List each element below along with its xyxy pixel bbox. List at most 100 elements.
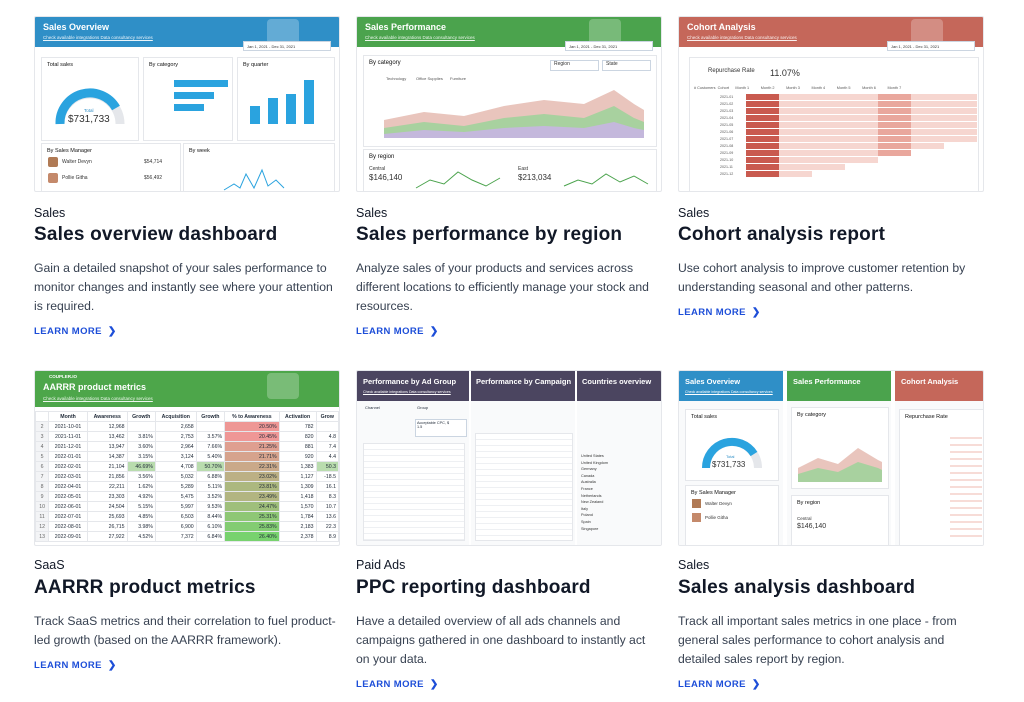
heatmap-cell <box>878 164 911 170</box>
sa-panel-overview: Sales Overview Check available integrati… <box>679 371 783 545</box>
template-card-sales-overview[interactable]: Sales Overview Check available integrati… <box>34 16 340 337</box>
table-cell: 13,462 <box>86 431 128 442</box>
template-card-sales-performance[interactable]: Sales Performance Check available integr… <box>356 16 662 337</box>
template-card-sales-analysis[interactable]: Sales Overview Check available integrati… <box>678 370 984 690</box>
sa-panel-cohort: Cohort Analysis Repurchase Rate <box>895 371 983 545</box>
table-cell: 1,418 <box>278 491 317 502</box>
card-description: Track SaaS metrics and their correlation… <box>34 614 336 647</box>
table-row: 4 2021-12-01 13,947 3.60% 2,964 7.66% 21.25% 88… <box>35 441 339 452</box>
thumbnail-sales-analysis[interactable]: Sales Overview Check available integrati… <box>678 370 984 546</box>
weekly-line-chart <box>223 168 285 191</box>
table-cell: -18.5 <box>315 471 339 482</box>
date-range-selector: Jan 1, 2021 - Dec 31, 2021 <box>565 41 653 51</box>
heatmap-cell <box>746 108 779 114</box>
heatmap-cell <box>911 143 944 149</box>
heatmap-cell <box>779 115 812 121</box>
table-cell: 2022-05-01 <box>48 491 88 502</box>
table-cell: 2022-06-01 <box>48 501 88 512</box>
table-header: Month Awareness Growth Acquisition Growth% t… <box>35 411 339 422</box>
table-row: 9 2022-05-01 23,303 4.92% 5,475 3.52% 23.49% 1,… <box>35 491 339 502</box>
chevron-right-icon: ❯ <box>429 326 439 337</box>
thumb-links: Check available integrations Data consul… <box>43 35 153 40</box>
heatmap-cell <box>812 157 845 163</box>
template-card-ppc[interactable]: Performance by Ad Group Check available … <box>356 370 662 690</box>
avatar <box>692 499 701 508</box>
cohort-heatmap: 2021-01 2021-02 2021-03 2021-04 2021-05 2021-… <box>694 94 977 178</box>
heatmap-cell <box>878 136 911 142</box>
cohort-label: 2021-04 <box>720 116 734 120</box>
heatmap-cell <box>878 108 911 114</box>
table-cell: 3.60% <box>126 441 156 452</box>
table-cell: 26.40% <box>224 531 280 542</box>
table-row: 3 2021-11-01 13,462 3.81% 2,753 3.57% 20.45% 82… <box>35 431 339 442</box>
heatmap-cell <box>779 150 812 156</box>
heatmap-cell <box>845 115 878 121</box>
card-title[interactable]: Sales overview dashboard <box>34 224 278 245</box>
table-cell: 4.8 <box>315 431 339 442</box>
column-header: Acquisition <box>154 411 197 422</box>
table-cell: 2022-08-01 <box>48 521 88 532</box>
table-cell: 881 <box>278 441 317 452</box>
cohort-row: 2021-06 <box>694 129 977 136</box>
thumbnail-aarrr[interactable]: COUPLER.IO AARRR product metrics Check a… <box>34 370 340 546</box>
learn-more-link[interactable]: LEARN MORE ❯ <box>678 679 761 690</box>
heatmap-cell <box>812 101 845 107</box>
heatmap-cell <box>845 157 878 163</box>
card-title[interactable]: AARRR product metrics <box>34 577 256 598</box>
table-cell: 5 <box>35 451 50 462</box>
learn-more-link[interactable]: LEARN MORE ❯ <box>34 660 117 671</box>
card-category: Sales <box>678 558 710 572</box>
learn-more-link[interactable]: LEARN MORE ❯ <box>34 326 117 337</box>
heatmap-cell <box>878 101 911 107</box>
table-cell: 3.98% <box>126 521 156 532</box>
thumbnail-sales-overview[interactable]: Sales Overview Check available integrati… <box>34 16 340 192</box>
table-cell: 3 <box>35 431 50 442</box>
card-title[interactable]: PPC reporting dashboard <box>356 577 591 598</box>
heatmap-cell <box>944 115 977 121</box>
card-description: Analyze sales of your products and servi… <box>356 261 649 313</box>
table-cell: 5.15% <box>126 501 156 512</box>
cohort-row: 2021-01 <box>694 94 977 101</box>
thumbnail-ppc[interactable]: Performance by Ad Group Check available … <box>356 370 662 546</box>
heatmap-cell <box>944 129 977 135</box>
table-cell: 21.71% <box>224 451 280 462</box>
table-cell: 50.3 <box>315 461 339 472</box>
gauge-chart <box>55 88 125 125</box>
heatmap-cell <box>779 129 812 135</box>
table-cell: 25.31% <box>224 511 280 522</box>
list-item: Italy <box>581 506 588 511</box>
table-cell: 4.85% <box>126 511 156 522</box>
panel-by-category: By category <box>143 57 233 141</box>
heatmap-cell <box>845 94 878 100</box>
list-item: Australia <box>581 480 596 485</box>
table-cell: 21.25% <box>224 441 280 452</box>
heatmap-cell <box>878 122 911 128</box>
table-cell: 1,309 <box>278 481 317 492</box>
table-cell: 24,504 <box>86 501 128 512</box>
thumbnail-cohort-analysis[interactable]: Cohort Analysis Check available integrat… <box>678 16 984 192</box>
panel-by-sales-manager: By Sales Manager Walter Devyn $54,714 Po… <box>41 143 181 191</box>
cohort-label: 2021-10 <box>720 158 734 162</box>
avatar <box>692 513 701 522</box>
learn-more-link[interactable]: LEARN MORE ❯ <box>678 307 761 318</box>
thumbnail-sales-performance[interactable]: Sales Performance Check available integr… <box>356 16 662 192</box>
template-card-cohort-analysis[interactable]: Cohort Analysis Check available integrat… <box>678 16 984 318</box>
card-title[interactable]: Sales performance by region <box>356 224 623 245</box>
template-card-aarrr[interactable]: COUPLER.IO AARRR product metrics Check a… <box>34 370 340 671</box>
heatmap-cell <box>911 164 944 170</box>
table-cell: 2022-07-01 <box>48 511 88 522</box>
learn-more-link[interactable]: LEARN MORE ❯ <box>356 679 439 690</box>
table-cell: 5.11% <box>195 481 226 492</box>
card-title[interactable]: Sales analysis dashboard <box>678 577 916 598</box>
cohort-label: 2021-09 <box>720 151 734 155</box>
table-cell: 4,708 <box>154 461 197 472</box>
heatmap-cell <box>944 94 977 100</box>
card-title[interactable]: Cohort analysis report <box>678 224 886 245</box>
table-cell: 12,968 <box>86 421 128 432</box>
list-item: New Zealand <box>581 500 604 505</box>
table-cell: 4 <box>35 441 50 452</box>
table-cell: 26,715 <box>86 521 128 532</box>
list-item: Poland <box>581 513 593 518</box>
heatmap-cell <box>746 171 779 177</box>
learn-more-link[interactable]: LEARN MORE ❯ <box>356 326 439 337</box>
